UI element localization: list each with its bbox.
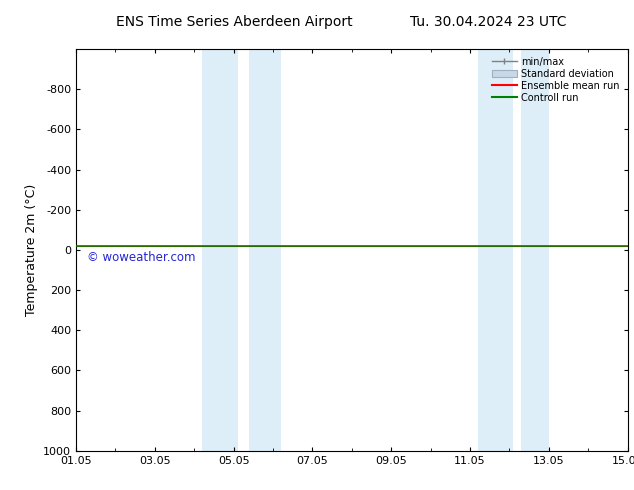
- Y-axis label: Temperature 2m (°C): Temperature 2m (°C): [25, 184, 37, 316]
- Text: © woweather.com: © woweather.com: [87, 251, 196, 265]
- Bar: [249, 49, 281, 451]
- Legend: min/max, Standard deviation, Ensemble mean run, Controll run: min/max, Standard deviation, Ensemble me…: [489, 54, 623, 105]
- Text: Tu. 30.04.2024 23 UTC: Tu. 30.04.2024 23 UTC: [410, 15, 566, 29]
- Bar: [478, 49, 514, 451]
- Bar: [521, 49, 549, 451]
- Text: ENS Time Series Aberdeen Airport: ENS Time Series Aberdeen Airport: [116, 15, 353, 29]
- Bar: [202, 49, 238, 451]
